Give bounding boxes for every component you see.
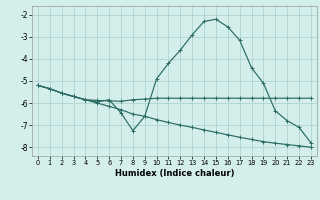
X-axis label: Humidex (Indice chaleur): Humidex (Indice chaleur) [115,169,234,178]
